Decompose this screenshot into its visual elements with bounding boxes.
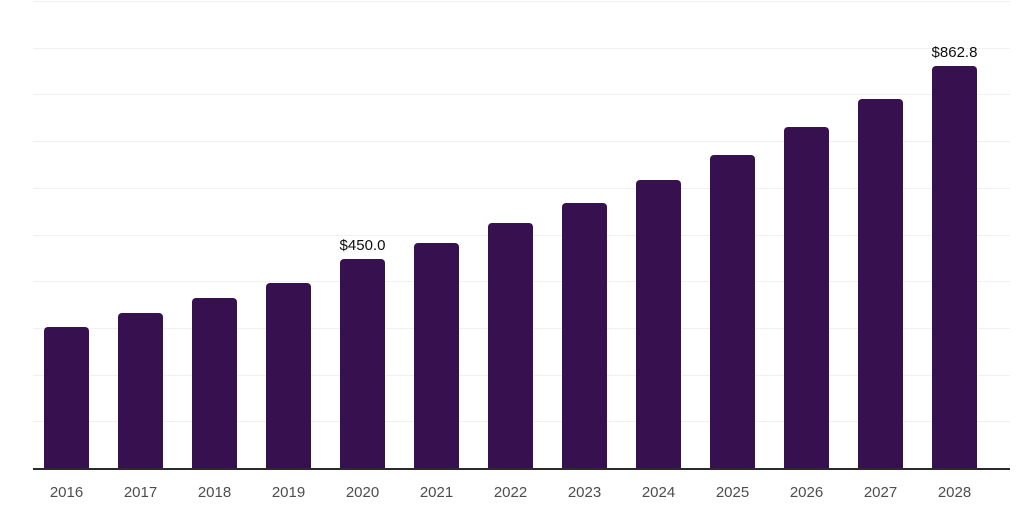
gridline <box>33 187 1010 189</box>
bar-2020 <box>340 258 385 469</box>
bar-2028 <box>932 66 977 469</box>
gridline <box>33 1 1010 2</box>
value-label-2028: $862.8 <box>931 44 978 62</box>
x-tick-2021: 2021 <box>419 484 454 501</box>
bar-2026 <box>784 127 829 469</box>
bar-2021 <box>414 243 459 469</box>
x-tick-2019: 2019 <box>271 484 306 501</box>
plot-area: $450.0 $862.8 <box>33 1 1010 469</box>
x-tick-2017: 2017 <box>123 484 158 501</box>
bar-2024 <box>636 179 681 469</box>
bar-2018 <box>192 298 237 469</box>
bar-2022 <box>488 223 533 469</box>
x-tick-2023: 2023 <box>567 484 602 501</box>
gridline <box>33 94 1010 96</box>
gridline <box>33 47 1010 49</box>
bar-2016 <box>44 327 89 469</box>
value-label-2020: $450.0 <box>339 236 386 254</box>
x-tick-2027: 2027 <box>863 484 898 501</box>
bar-2019 <box>266 282 311 469</box>
bar-2023 <box>562 202 607 469</box>
x-tick-2018: 2018 <box>197 484 232 501</box>
x-tick-2024: 2024 <box>641 484 676 501</box>
bar-2027 <box>858 98 903 469</box>
x-tick-2020: 2020 <box>345 484 380 501</box>
x-axis-line <box>33 468 1010 470</box>
bar-2017 <box>118 313 163 469</box>
x-tick-2025: 2025 <box>715 484 750 501</box>
bar-2025 <box>710 155 755 469</box>
x-tick-2026: 2026 <box>789 484 824 501</box>
gridline <box>33 141 1010 143</box>
x-tick-2028: 2028 <box>937 484 972 501</box>
x-axis: 2016 2017 2018 2019 2020 2021 2022 2023 2024 2025… <box>0 485 1024 505</box>
x-tick-2016: 2016 <box>49 484 84 501</box>
x-tick-2022: 2022 <box>493 484 528 501</box>
